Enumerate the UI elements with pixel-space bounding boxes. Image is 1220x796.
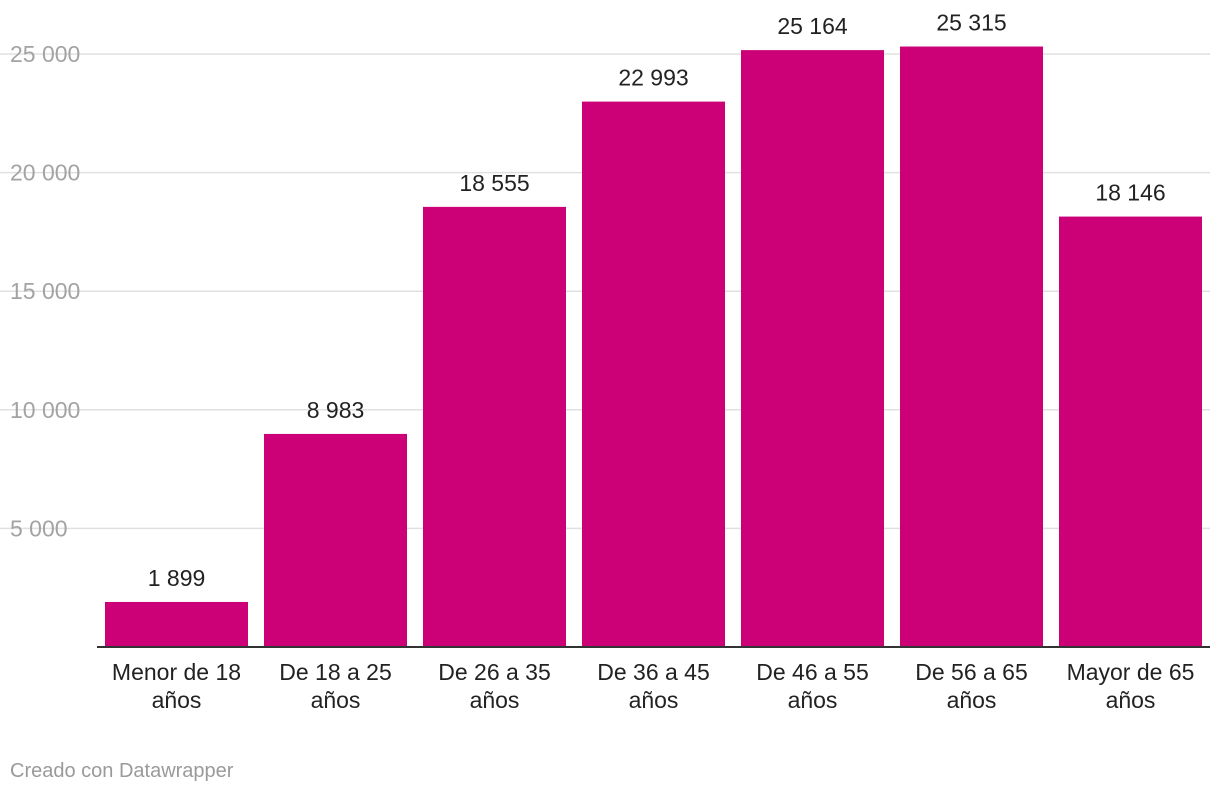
bar (1059, 216, 1202, 647)
y-tick-label: 15 000 (10, 278, 80, 304)
x-tick-label: años (152, 687, 202, 713)
value-label: 18 555 (459, 170, 529, 196)
bar (105, 601, 248, 647)
value-label: 22 993 (618, 65, 688, 91)
x-tick-label: años (629, 687, 679, 713)
x-tick-label: De 18 a 25 (279, 659, 392, 685)
x-tick-label: años (311, 687, 361, 713)
x-tick-label: años (1106, 687, 1156, 713)
value-label: 25 164 (777, 13, 848, 39)
x-tick-label: Mayor de 65 (1067, 659, 1195, 685)
x-tick-label: De 36 a 45 (597, 659, 710, 685)
x-tick-label: años (470, 687, 520, 713)
x-tick-label: De 26 a 35 (438, 659, 551, 685)
x-tick-label: De 56 a 65 (915, 659, 1028, 685)
bar (741, 50, 884, 647)
bar (582, 101, 725, 648)
y-tick-label: 25 000 (10, 41, 80, 67)
bar (900, 46, 1043, 647)
bar (423, 206, 566, 647)
value-labels: 1 899 8 983 18 555 22 993 25 164 25 315 18 146 (148, 10, 1166, 591)
y-tick-label: 5 000 (10, 515, 68, 541)
bar-chart: 5 000 10 000 15 000 20 000 25 000 1 899 8 983… (0, 10, 1210, 713)
bars (105, 46, 1202, 648)
value-label: 8 983 (307, 397, 365, 423)
x-tick-label: años (788, 687, 838, 713)
value-label: 18 146 (1095, 180, 1165, 206)
y-tick-label: 10 000 (10, 397, 80, 423)
bar (264, 433, 407, 647)
value-label: 1 899 (148, 565, 206, 591)
credit-footer: Creado con Datawrapper (10, 760, 234, 782)
y-tick-label: 20 000 (10, 160, 80, 186)
x-tick-label: años (947, 687, 997, 713)
value-label: 25 315 (936, 10, 1006, 36)
x-tick-label: Menor de 18 (112, 659, 241, 685)
x-tick-label: De 46 a 55 (756, 659, 869, 685)
